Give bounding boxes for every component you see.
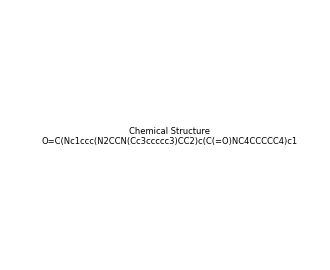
Text: Chemical Structure
O=C(Nc1ccc(N2CCN(Cc3ccccc3)CC2)c(C(=O)NC4CCCCC4)c1: Chemical Structure O=C(Nc1ccc(N2CCN(Cc3c… xyxy=(41,127,297,146)
